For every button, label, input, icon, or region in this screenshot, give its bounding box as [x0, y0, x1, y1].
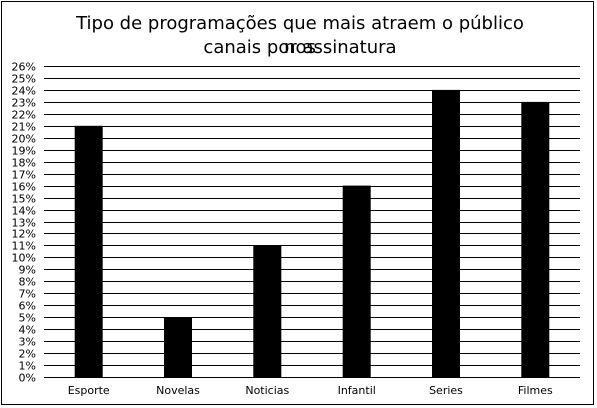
bar-esporte	[74, 125, 103, 377]
y-tick-label: 8%	[19, 276, 36, 289]
y-tick-label: 19%	[12, 145, 36, 158]
bar-series	[432, 89, 460, 378]
chart-title-line-2: canais por assinatura	[203, 37, 397, 58]
y-axis-tick-labels: 0%1%2%3%4%5%6%7%8%9%10%11%12%13%14%15%16…	[12, 61, 36, 385]
y-tick-label: 12%	[12, 228, 36, 241]
y-tick-label: 11%	[12, 240, 36, 253]
y-tick-label: 6%	[19, 300, 36, 313]
gridlines	[44, 66, 580, 378]
y-tick-label: 16%	[12, 181, 36, 194]
y-tick-label: 14%	[12, 205, 36, 218]
y-tick-label: 9%	[19, 264, 36, 277]
bars	[74, 89, 550, 378]
y-tick-label: 13%	[12, 217, 36, 230]
x-axis-category-labels: Esporte Novelas Noticias Infantil Series Film…	[68, 384, 553, 397]
y-tick-label: 1%	[19, 360, 36, 373]
x-category-label: Noticias	[245, 384, 289, 397]
y-tick-label: 22%	[12, 109, 36, 122]
bar-novelas	[164, 317, 192, 377]
y-tick-label: 26%	[12, 61, 36, 74]
y-tick-label: 3%	[19, 336, 36, 349]
y-tick-label: 25%	[12, 73, 36, 86]
x-category-label: Esporte	[68, 384, 110, 397]
y-tick-label: 2%	[19, 348, 36, 361]
bar-infantil	[342, 185, 371, 377]
y-tick-label: 21%	[12, 121, 36, 134]
chart-title-line-1: Tipo de programações que mais atraem o p…	[76, 13, 524, 58]
y-tick-label: 10%	[12, 252, 36, 265]
bar-noticias	[253, 245, 282, 377]
bar-filmes	[521, 101, 550, 378]
x-category-label: Novelas	[156, 384, 200, 397]
x-category-label: Infantil	[338, 384, 376, 397]
y-tick-label: 17%	[12, 169, 36, 182]
y-tick-label: 7%	[19, 288, 36, 301]
x-category-label: Filmes	[518, 384, 553, 397]
y-tick-label: 18%	[12, 157, 36, 170]
y-tick-label: 15%	[12, 193, 36, 206]
x-category-label: Series	[429, 384, 463, 397]
y-tick-label: 24%	[12, 85, 36, 98]
y-tick-label: 4%	[19, 324, 36, 337]
y-tick-label: 20%	[12, 133, 36, 146]
y-tick-label: 23%	[12, 97, 36, 110]
y-tick-label: 0%	[19, 372, 36, 385]
y-tick-label: 5%	[19, 312, 36, 325]
